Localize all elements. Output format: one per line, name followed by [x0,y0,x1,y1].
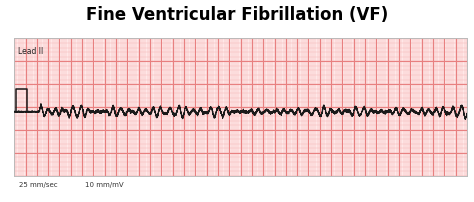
Text: 25 mm/sec: 25 mm/sec [19,182,57,188]
Text: Fine Ventricular Fibrillation (VF): Fine Ventricular Fibrillation (VF) [86,6,388,24]
Text: 10 mm/mV: 10 mm/mV [85,182,124,188]
Text: Lead II: Lead II [18,47,43,56]
